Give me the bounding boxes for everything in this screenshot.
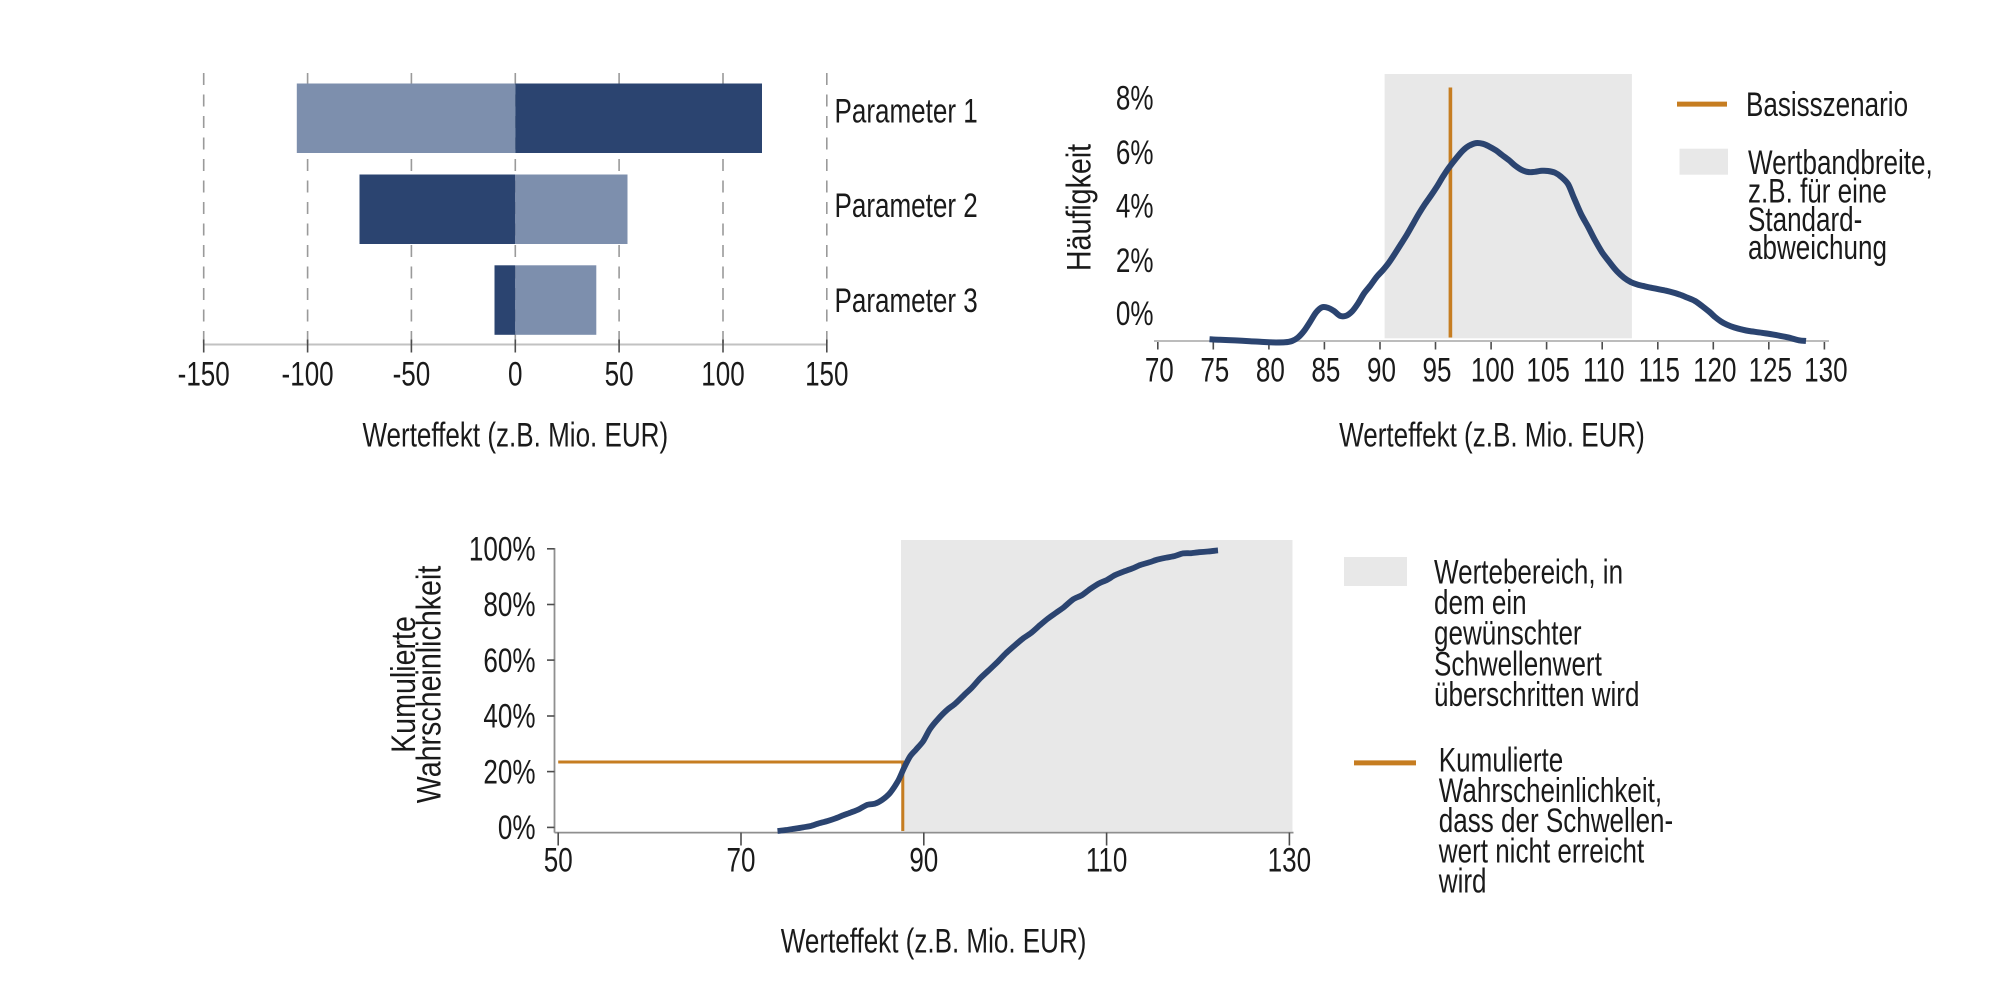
svg-text:wert nicht erreicht: wert nicht erreicht xyxy=(1438,832,1645,870)
svg-text:110: 110 xyxy=(1086,841,1128,879)
svg-text:Standard-: Standard- xyxy=(1748,200,1862,238)
svg-text:überschritten wird: überschritten wird xyxy=(1434,676,1639,714)
svg-text:100%: 100% xyxy=(469,530,536,568)
svg-text:70: 70 xyxy=(1145,351,1174,389)
svg-text:gewünschter: gewünschter xyxy=(1434,614,1582,652)
svg-text:Werteffekt (z.B. Mio. EUR): Werteffekt (z.B. Mio. EUR) xyxy=(1339,416,1645,454)
svg-text:150: 150 xyxy=(805,355,848,393)
svg-text:z.B. für eine: z.B. für eine xyxy=(1748,172,1887,210)
svg-text:0%: 0% xyxy=(1116,295,1154,333)
svg-text:Wertbandbreite,: Wertbandbreite, xyxy=(1748,144,1933,182)
svg-text:dem ein: dem ein xyxy=(1434,584,1527,622)
svg-text:wird: wird xyxy=(1438,862,1487,900)
svg-text:20%: 20% xyxy=(483,753,535,791)
svg-text:4%: 4% xyxy=(1116,187,1154,225)
svg-text:70: 70 xyxy=(727,841,756,879)
svg-text:Werteffekt (z.B. Mio. EUR): Werteffekt (z.B. Mio. EUR) xyxy=(362,416,668,454)
svg-text:40%: 40% xyxy=(483,697,535,735)
svg-text:-50: -50 xyxy=(393,355,431,393)
svg-text:110: 110 xyxy=(1583,351,1625,389)
svg-text:Kumulierte: Kumulierte xyxy=(1439,741,1563,779)
svg-text:Basisszenario: Basisszenario xyxy=(1746,86,1908,124)
svg-text:Werteffekt (z.B. Mio. EUR): Werteffekt (z.B. Mio. EUR) xyxy=(781,922,1087,960)
svg-text:105: 105 xyxy=(1526,351,1569,389)
svg-text:Kumulierte: Kumulierte xyxy=(383,616,422,753)
svg-text:dass der Schwellen-: dass der Schwellen- xyxy=(1439,802,1673,840)
svg-text:85: 85 xyxy=(1311,351,1340,389)
svg-text:-150: -150 xyxy=(178,355,230,393)
svg-text:90: 90 xyxy=(1367,351,1396,389)
svg-text:Parameter 2: Parameter 2 xyxy=(835,187,978,225)
svg-text:100: 100 xyxy=(1471,351,1514,389)
svg-text:80%: 80% xyxy=(483,586,535,624)
svg-text:0%: 0% xyxy=(498,809,536,847)
svg-text:6%: 6% xyxy=(1116,134,1154,172)
svg-text:125: 125 xyxy=(1749,351,1792,389)
svg-text:95: 95 xyxy=(1423,351,1452,389)
svg-text:Wertebereich, in: Wertebereich, in xyxy=(1434,553,1623,591)
svg-text:Parameter 1: Parameter 1 xyxy=(835,92,978,130)
svg-text:Parameter 3: Parameter 3 xyxy=(835,281,978,319)
svg-text:75: 75 xyxy=(1200,351,1229,389)
svg-text:90: 90 xyxy=(909,841,938,879)
svg-text:100: 100 xyxy=(701,355,744,393)
svg-text:Wahrscheinlichkeit,: Wahrscheinlichkeit, xyxy=(1439,771,1662,809)
svg-text:2%: 2% xyxy=(1116,242,1154,280)
svg-text:120: 120 xyxy=(1693,351,1736,389)
svg-text:80: 80 xyxy=(1256,351,1285,389)
svg-text:abweichung: abweichung xyxy=(1748,229,1887,267)
svg-text:130: 130 xyxy=(1268,841,1311,879)
svg-text:Schwellenwert: Schwellenwert xyxy=(1434,645,1602,683)
svg-text:Häufigkeit: Häufigkeit xyxy=(1059,144,1098,271)
svg-text:130: 130 xyxy=(1804,351,1847,389)
svg-text:8%: 8% xyxy=(1116,79,1154,117)
svg-text:115: 115 xyxy=(1638,351,1680,389)
svg-text:60%: 60% xyxy=(483,641,535,679)
svg-text:Wahrscheinlichkeit: Wahrscheinlichkeit xyxy=(409,566,448,804)
svg-text:0: 0 xyxy=(508,355,522,393)
svg-text:50: 50 xyxy=(544,841,573,879)
svg-text:50: 50 xyxy=(605,355,634,393)
svg-text:-100: -100 xyxy=(282,355,334,393)
